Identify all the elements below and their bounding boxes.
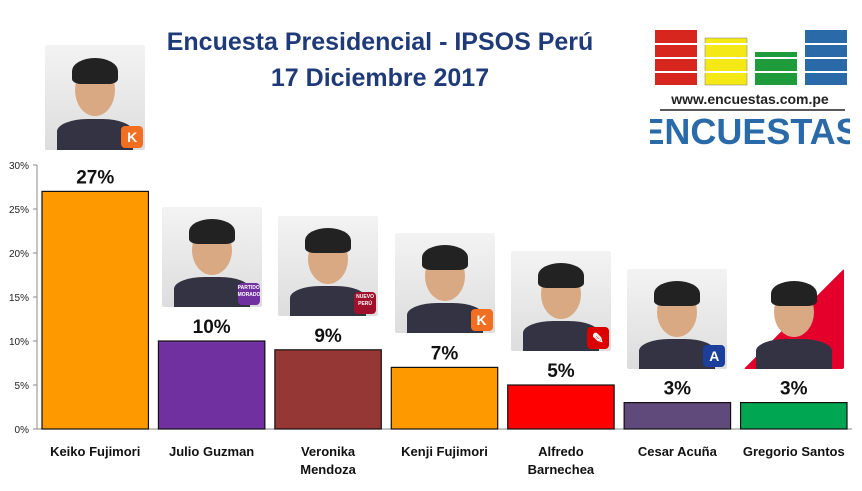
candidate-photo: PARTIDO MORADO [161, 207, 262, 307]
x-category-label: Barnechea [528, 462, 595, 477]
y-tick-label: 20% [9, 249, 29, 260]
logo-url: www.encuestas.com.pe [670, 91, 829, 107]
y-tick-label: 0% [15, 425, 30, 436]
candidate-photo: K [45, 45, 146, 150]
y-tick-label: 15% [9, 293, 29, 304]
candidate-photo: K [394, 233, 495, 334]
logo-brand: ENCUESTAS [650, 111, 850, 152]
x-category-label: Keiko Fujimori [50, 444, 140, 459]
bar [274, 349, 382, 430]
x-category-label: Gregorio Santos [743, 444, 845, 459]
bar [157, 340, 266, 430]
x-category-label: Alfredo [538, 444, 584, 459]
candidate-photo: A [627, 268, 728, 369]
x-category-label: Kenji Fujimori [401, 444, 488, 459]
y-tick-label: 30% [9, 161, 29, 172]
data-label: 3% [664, 379, 692, 400]
party-logo-icon: PARTIDO MORADO [237, 283, 260, 305]
party-logo-icon: K [470, 309, 493, 332]
y-tick-label: 10% [9, 337, 29, 348]
candidate-photo: NUEVO PERÚ [278, 215, 379, 316]
party-logo-icon: K [121, 126, 144, 148]
party-logo-icon: ✎ [586, 327, 609, 349]
candidate-photo: ✎ [510, 251, 611, 351]
chart-title-line1: Encuesta Presidencial - IPSOS Perú [166, 28, 594, 56]
bar [41, 190, 150, 430]
y-tick-label: 25% [9, 205, 29, 216]
x-category-label: Veronika [301, 444, 356, 459]
bar [739, 402, 848, 430]
y-tick-label: 5% [15, 381, 30, 392]
candidate-photo [743, 268, 844, 369]
x-category-label: Mendoza [300, 462, 356, 477]
data-label: 3% [780, 379, 808, 400]
x-category-label: Julio Guzman [169, 444, 254, 459]
data-label: 7% [431, 343, 459, 364]
data-label: 27% [76, 167, 114, 188]
party-logo-icon: NUEVO PERÚ [354, 291, 377, 314]
encuestas-logo: www.encuestas.com.pe ENCUESTAS [650, 30, 850, 152]
chart-title-line2: 17 Diciembre 2017 [270, 64, 490, 92]
data-label: 9% [314, 326, 342, 347]
bar [507, 384, 615, 430]
data-label: 5% [547, 361, 575, 382]
data-label: 10% [193, 317, 231, 338]
bar [623, 402, 732, 430]
x-category-label: Cesar Acuña [638, 444, 718, 459]
bar [390, 366, 499, 430]
party-logo-icon: A [703, 344, 726, 367]
